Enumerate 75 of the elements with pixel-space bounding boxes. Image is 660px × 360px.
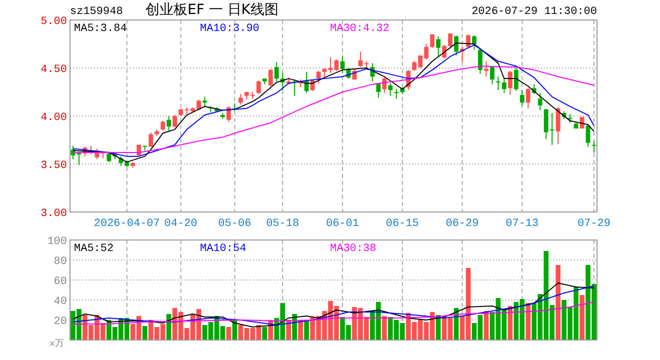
candlestick (490, 66, 494, 85)
candlestick (202, 96, 207, 108)
candlestick (442, 44, 446, 59)
candlestick (538, 92, 542, 111)
bar (226, 327, 232, 340)
candlestick (508, 70, 512, 96)
candlestick (478, 48, 482, 74)
candlestick (160, 120, 166, 131)
candlestick (394, 88, 399, 100)
y-axis-title: x万 (50, 339, 64, 349)
y-tick-label: 60 (54, 276, 67, 288)
candlestick (448, 32, 452, 48)
bar (262, 327, 268, 340)
candlestick (472, 34, 476, 50)
candlestick (514, 66, 518, 92)
candlestick (466, 34, 470, 48)
candlestick (376, 82, 381, 98)
candlestick (526, 88, 530, 109)
y-tick-label: 100 (47, 236, 67, 248)
x-tick-label: 06-29 (446, 218, 479, 230)
x-tick-label: 06-15 (386, 218, 419, 230)
y-tick-label: 40 (54, 296, 67, 308)
y-tick-label: 4.00 (40, 112, 67, 124)
x-tick-label: 06-01 (326, 218, 360, 230)
bar (580, 295, 584, 340)
text: MA10:54 (200, 243, 247, 255)
candlestick (484, 60, 488, 78)
candlestick (454, 34, 458, 56)
candlestick (328, 56, 333, 74)
candlestick (430, 34, 435, 48)
candlestick (502, 77, 506, 94)
text: MA10:3.90 (200, 23, 260, 35)
y-tick-label: 3.50 (40, 160, 67, 172)
candlestick (436, 36, 440, 57)
bar (304, 320, 309, 340)
text: sz159948 (70, 6, 123, 18)
candlestick (382, 77, 387, 94)
text: MA30:38 (330, 243, 376, 255)
x-tick-label: 07-13 (506, 218, 539, 230)
y-tick-label: 20 (54, 316, 67, 328)
bar (526, 303, 531, 340)
x-tick-label: 07-29 (578, 218, 611, 230)
candlestick (256, 80, 261, 94)
bar (556, 265, 560, 340)
y-tick-label: 5.00 (40, 16, 67, 28)
x-tick-label: 05-18 (266, 218, 300, 230)
bar (298, 320, 303, 340)
y-tick-label: 3.00 (40, 208, 67, 220)
candlestick (334, 58, 339, 72)
candlestick (166, 116, 172, 132)
y-tick-label: 4.50 (40, 64, 67, 76)
line-series (72, 302, 595, 324)
x-tick-label: 04-20 (164, 218, 198, 230)
candlestick (226, 106, 231, 122)
bar (286, 320, 291, 340)
text: MA5:52 (74, 243, 114, 255)
bar (142, 326, 148, 340)
text: 2026-07-29 11:30:00 (472, 6, 597, 18)
y-tick-label: 80 (54, 256, 67, 268)
text: MA30:4.32 (330, 23, 390, 35)
candlestick (496, 76, 500, 91)
candlestick (520, 90, 524, 106)
candlestick (274, 62, 279, 82)
candlestick (586, 124, 590, 148)
candlestick (148, 132, 154, 148)
text: MA5:3.84 (74, 23, 128, 35)
candlestick (556, 106, 560, 144)
chart-title: 创业板EF 一 日K线图 (146, 2, 278, 18)
candlestick (268, 68, 273, 87)
x-tick-label: 05-06 (218, 218, 252, 230)
bar (382, 316, 387, 340)
candlestick (388, 82, 393, 96)
candlestick (172, 114, 177, 128)
x-tick-label: 2026-04-07 (94, 218, 160, 230)
candlestick (238, 93, 243, 105)
